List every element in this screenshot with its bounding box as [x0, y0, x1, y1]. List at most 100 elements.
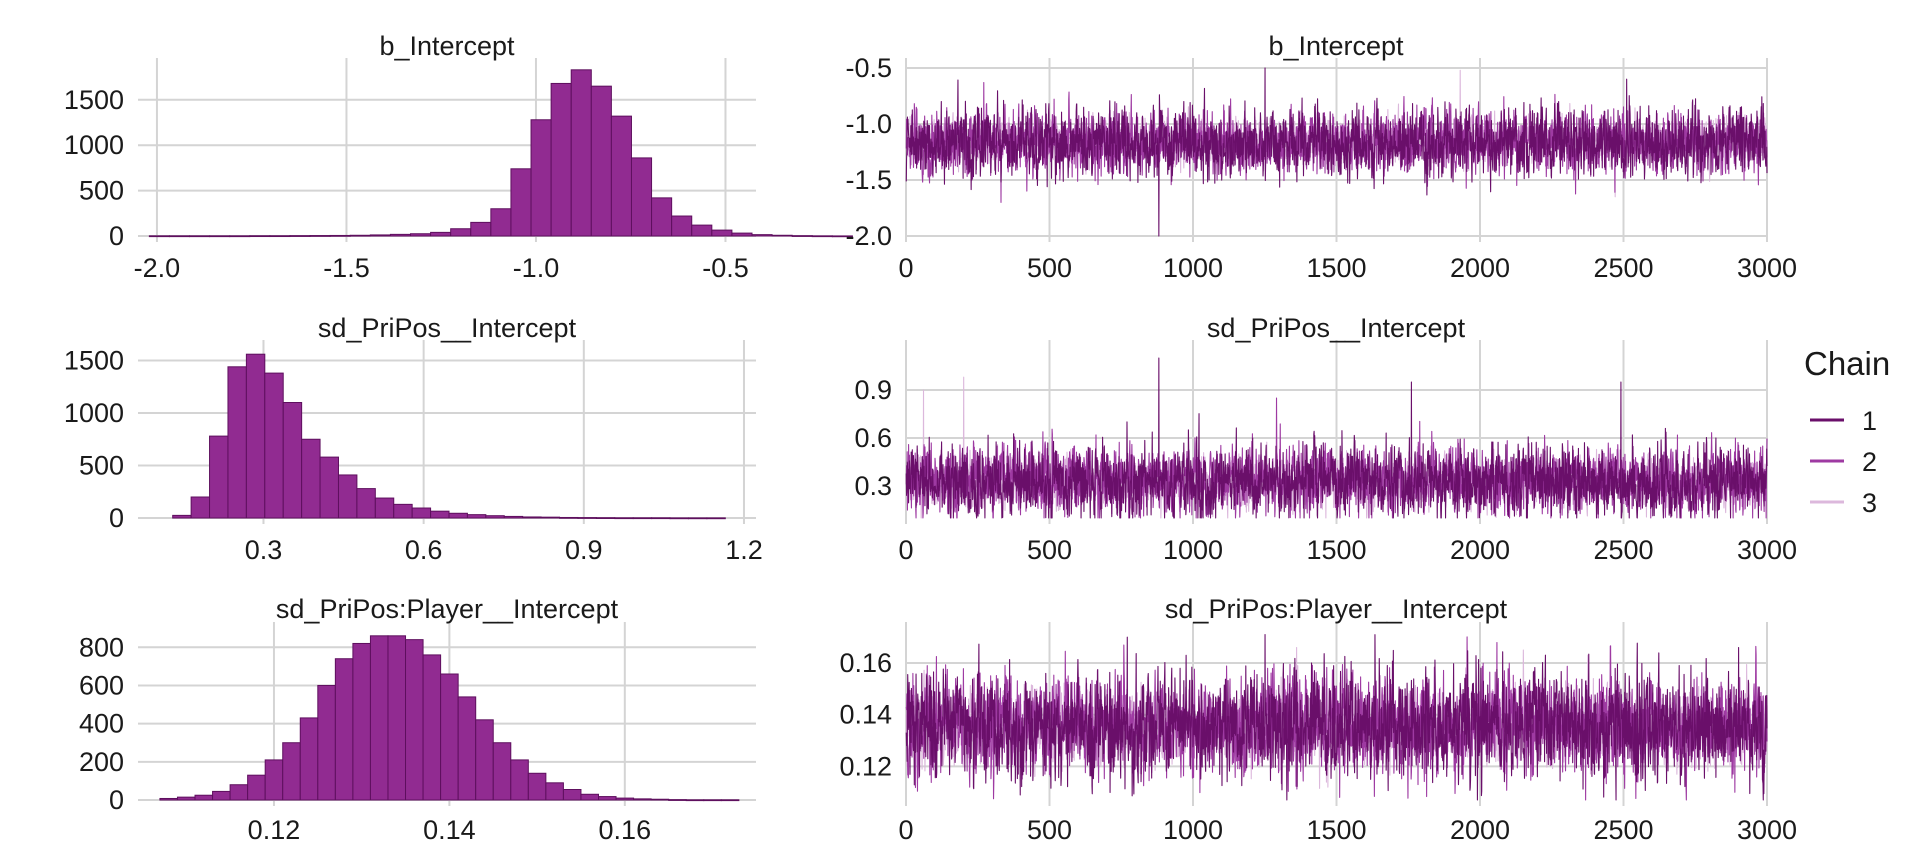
panel-title: sd_PriPos__Intercept: [318, 313, 577, 343]
legend-label-chain-2: 2: [1862, 447, 1877, 477]
x-tick-label: 1000: [1163, 535, 1223, 565]
histogram-bar: [369, 635, 389, 801]
histogram-bar: [229, 784, 249, 801]
histogram-bar: [369, 234, 391, 237]
x-tick-label: 2000: [1450, 253, 1510, 283]
histogram-bar: [503, 515, 524, 519]
y-tick-label: -2.0: [845, 221, 892, 251]
y-tick-label: 500: [79, 451, 124, 481]
histogram-bar: [209, 235, 231, 238]
histogram-bar: [229, 235, 251, 238]
histogram-bar: [334, 658, 354, 801]
histogram-bar: [448, 512, 468, 519]
histogram-bar: [405, 639, 424, 801]
histogram-bar: [247, 774, 266, 801]
y-tick-label: 1000: [64, 398, 124, 428]
histogram-bar: [349, 234, 371, 237]
histogram-bar: [329, 234, 351, 237]
histogram-bar: [550, 82, 572, 237]
panel-title: sd_PriPos__Intercept: [1207, 313, 1466, 343]
panel-title: sd_PriPos:Player__Intercept: [1165, 594, 1508, 624]
histogram-bar: [590, 85, 612, 237]
histogram-bar: [510, 168, 532, 237]
histogram-bar: [669, 517, 689, 520]
histogram-bar: [530, 119, 552, 237]
histogram-bar: [711, 229, 733, 237]
y-tick-label: -1.0: [845, 109, 892, 139]
histogram-bar: [319, 456, 339, 519]
trace-panel-1: -2.0 -1.5 -1.0 -0.5 0 500 1000 1500 2000 2500 3000…: [845, 31, 1797, 283]
x-tick-label: 1000: [1163, 815, 1223, 845]
y-tick-label: 0: [109, 785, 124, 815]
histogram-bar: [610, 115, 632, 237]
trace-line-chain-1: [905, 67, 1768, 237]
histogram-bar: [485, 515, 505, 519]
histogram-bar: [559, 516, 579, 519]
histogram-bars: [172, 353, 726, 520]
x-tick-label: 2500: [1593, 535, 1653, 565]
histogram-bar: [356, 488, 376, 519]
legend-label-chain-1: 1: [1862, 406, 1877, 436]
x-tick-label: 2500: [1593, 253, 1653, 283]
histogram-bar: [352, 642, 371, 801]
histogram-bar: [831, 235, 853, 238]
trace-line-chain-1: [905, 357, 1768, 519]
x-tick-label: 0.12: [248, 815, 301, 845]
histogram-bar: [540, 516, 561, 519]
histogram-bar: [811, 235, 833, 238]
histogram-bar: [570, 69, 592, 237]
trace-panel-3: 0.12 0.14 0.16 0 500 1000 1500 2000 2500 3000 sd_P…: [839, 594, 1797, 845]
y-tick-label: 600: [79, 670, 124, 700]
histogram-bar: [422, 654, 442, 801]
histogram-bar: [671, 215, 693, 237]
y-tick-label: 0.14: [839, 700, 892, 730]
histogram-bar: [249, 235, 271, 238]
histogram-bar: [282, 742, 301, 801]
histogram-bar: [668, 799, 687, 801]
y-tick-label: 0.6: [854, 423, 892, 453]
y-tick-label: 1000: [64, 130, 124, 160]
histogram-bar: [317, 684, 336, 801]
histogram-bar: [393, 503, 413, 519]
histogram-panel-1: 0 500 1000 1500 -2.0 -1.5 -1.0 -0.5 b_Intercept: [64, 31, 853, 283]
x-tick-label: 0.9: [565, 535, 603, 565]
histogram-bars: [159, 635, 740, 802]
x-tick-label: 500: [1027, 535, 1072, 565]
x-tick-label: 0.3: [245, 535, 283, 565]
histogram-bar: [245, 353, 266, 519]
x-tick-label: 3000: [1737, 535, 1797, 565]
panel-title: b_Intercept: [1268, 31, 1404, 61]
y-tick-label: 200: [79, 747, 124, 777]
histogram-bar: [374, 497, 395, 519]
x-tick-label: -2.0: [134, 253, 181, 283]
x-tick-label: -1.5: [323, 253, 370, 283]
histogram-bar: [614, 517, 634, 520]
x-tick-label: 0.16: [599, 815, 652, 845]
histogram-bar: [470, 221, 492, 237]
histogram-bar: [615, 797, 635, 801]
histogram-bar: [691, 224, 713, 237]
histogram-bar: [269, 235, 291, 238]
y-tick-label: 400: [79, 709, 124, 739]
histogram-bar: [411, 507, 432, 519]
histogram-bar: [387, 635, 407, 801]
histogram-bar: [492, 742, 512, 801]
histogram-bar: [751, 234, 773, 237]
histogram-bar: [791, 235, 813, 237]
histogram-bar: [651, 197, 673, 237]
histogram-bar: [430, 231, 452, 237]
histogram-bar: [577, 517, 597, 519]
legend-title: Chain: [1804, 345, 1890, 382]
legend: Chain 1 2 3: [1804, 345, 1890, 518]
histogram-bar: [148, 235, 170, 238]
histogram-bar: [720, 799, 740, 802]
histogram-bar: [301, 438, 321, 519]
histogram-bar: [309, 235, 331, 237]
histogram-bar: [685, 799, 705, 802]
histogram-bar: [299, 717, 319, 801]
histogram-bar: [264, 759, 284, 801]
y-tick-label: 0.12: [839, 751, 892, 781]
histogram-bar: [703, 799, 722, 802]
histogram-bar: [159, 797, 178, 801]
